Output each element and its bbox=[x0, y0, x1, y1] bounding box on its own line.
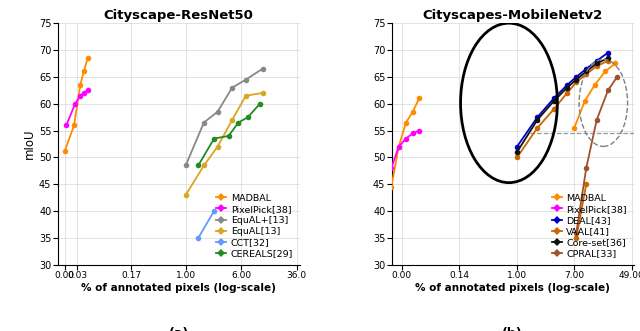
X-axis label: % of annotated pixels (log-scale): % of annotated pixels (log-scale) bbox=[81, 283, 276, 293]
Title: Cityscape-ResNet50: Cityscape-ResNet50 bbox=[104, 9, 253, 22]
Title: Cityscapes-MobileNetv2: Cityscapes-MobileNetv2 bbox=[422, 9, 603, 22]
Legend: MADBAL, PixelPick[38], DEAL[43], VAAL[41], Core-set[36], CPRAL[33]: MADBAL, PixelPick[38], DEAL[43], VAAL[41… bbox=[550, 192, 629, 260]
X-axis label: % of annotated pixels (log-scale): % of annotated pixels (log-scale) bbox=[415, 283, 610, 293]
Legend: MADBAL, PixelPick[38], EquAL+[13], EquAL[13], CCT[32], CEREALS[29]: MADBAL, PixelPick[38], EquAL+[13], EquAL… bbox=[214, 192, 295, 260]
Y-axis label: mIoU: mIoU bbox=[23, 129, 36, 159]
Text: (b): (b) bbox=[502, 327, 523, 331]
Text: (a): (a) bbox=[168, 327, 189, 331]
